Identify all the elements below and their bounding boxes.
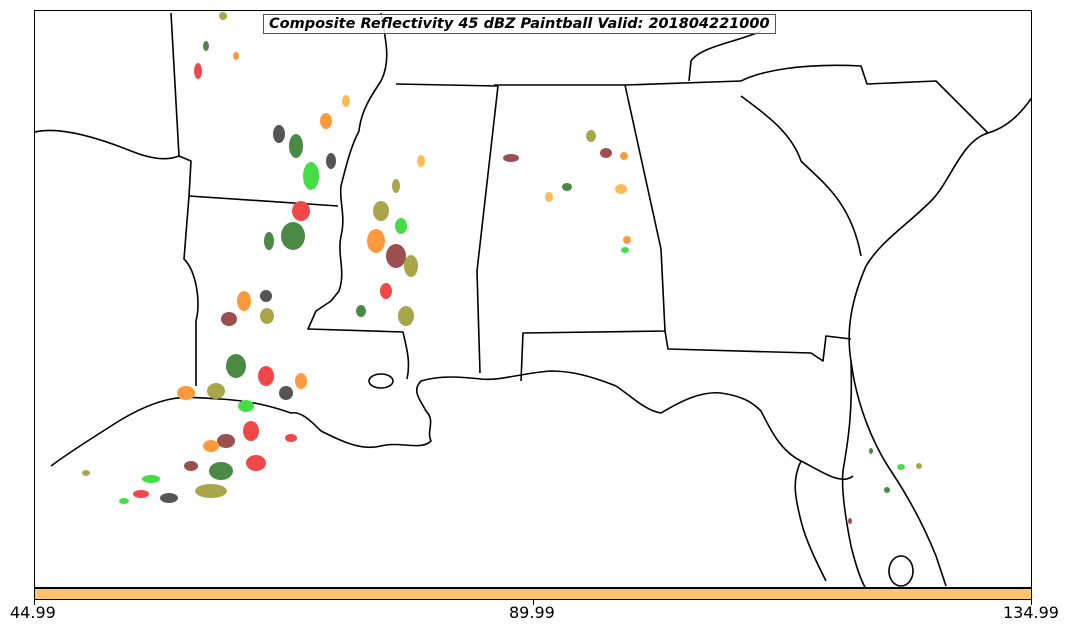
radar-echo bbox=[195, 484, 227, 498]
radar-echo bbox=[217, 434, 235, 448]
lake-pontchartrain bbox=[368, 373, 394, 389]
colorbar bbox=[34, 588, 1032, 600]
radar-echo bbox=[260, 290, 272, 302]
radar-echo bbox=[226, 354, 246, 378]
state-border-al-ga bbox=[520, 84, 666, 382]
radar-echo bbox=[258, 366, 274, 386]
state-border-ok-ar bbox=[170, 12, 192, 197]
radar-echo bbox=[246, 455, 266, 471]
map-svg bbox=[35, 12, 1031, 587]
radar-echo bbox=[615, 184, 627, 194]
radar-echo bbox=[160, 493, 178, 503]
gulf-coastline-la-tx bbox=[50, 396, 322, 467]
state-border-ar-mo bbox=[35, 129, 180, 160]
radar-echo bbox=[916, 463, 922, 469]
gulf-coastline-fl bbox=[320, 360, 866, 587]
radar-echo bbox=[392, 179, 400, 193]
radar-echo bbox=[295, 373, 307, 389]
radar-echo bbox=[184, 461, 198, 471]
lake-okeechobee bbox=[888, 555, 914, 587]
state-border-tn-al-ga bbox=[494, 80, 742, 86]
state-border-tn-north bbox=[395, 83, 499, 87]
radar-echo bbox=[869, 448, 873, 454]
map-title: Composite Reflectivity 45 dBZ Paintball … bbox=[263, 14, 776, 34]
fl-peninsula-east bbox=[794, 460, 827, 582]
colorbar-tick-mark bbox=[533, 600, 534, 605]
radar-echo bbox=[562, 183, 572, 191]
radar-echo bbox=[203, 41, 209, 51]
state-border-tx-la bbox=[183, 195, 199, 386]
colorbar-tick-mark bbox=[1031, 600, 1032, 605]
radar-echo bbox=[209, 462, 233, 480]
radar-echo bbox=[119, 498, 129, 504]
radar-echo bbox=[303, 162, 319, 190]
radar-echo bbox=[586, 130, 596, 142]
atlantic-coastline bbox=[848, 97, 1031, 587]
radar-echoes bbox=[82, 12, 922, 524]
coastline-and-borders bbox=[35, 12, 1031, 587]
radar-echo bbox=[320, 113, 332, 129]
radar-echo bbox=[380, 283, 392, 299]
radar-echo bbox=[417, 155, 425, 167]
radar-echo bbox=[404, 255, 418, 277]
mississippi-river-border bbox=[307, 12, 410, 380]
radar-echo bbox=[342, 95, 350, 107]
radar-echo bbox=[620, 152, 628, 160]
radar-echo bbox=[285, 434, 297, 442]
state-border-nc-va bbox=[688, 30, 762, 82]
radar-echo bbox=[177, 386, 195, 400]
radar-echo bbox=[386, 244, 406, 268]
radar-echo bbox=[398, 306, 414, 326]
radar-echo bbox=[848, 518, 852, 524]
colorbar-tick-mark bbox=[34, 600, 35, 605]
radar-echo bbox=[142, 475, 160, 483]
radar-echo bbox=[503, 154, 519, 162]
radar-echo bbox=[281, 222, 305, 250]
radar-echo bbox=[292, 201, 310, 221]
radar-echo bbox=[367, 229, 385, 253]
radar-echo bbox=[373, 201, 389, 221]
radar-echo bbox=[237, 291, 251, 311]
radar-echo bbox=[243, 421, 259, 441]
radar-echo bbox=[273, 125, 285, 143]
state-border-ga-sc bbox=[740, 95, 862, 257]
radar-echo bbox=[623, 236, 631, 244]
radar-echo bbox=[326, 153, 336, 169]
state-border-ms-al bbox=[476, 85, 499, 374]
radar-echo bbox=[600, 148, 612, 158]
state-border-ar-la bbox=[188, 195, 339, 207]
radar-echo bbox=[260, 308, 274, 324]
radar-echo bbox=[545, 192, 553, 202]
radar-echo bbox=[203, 440, 219, 452]
radar-echo bbox=[897, 464, 905, 470]
colorbar-tick-max: 134.99 bbox=[1003, 603, 1059, 622]
radar-echo bbox=[133, 490, 149, 498]
radar-echo bbox=[207, 383, 225, 399]
radar-echo bbox=[221, 312, 237, 326]
state-border-nc-sc bbox=[740, 64, 989, 134]
radar-echo bbox=[621, 247, 629, 253]
radar-echo bbox=[194, 63, 202, 79]
radar-echo bbox=[233, 52, 239, 60]
map-panel bbox=[34, 10, 1032, 588]
radar-echo bbox=[395, 218, 407, 234]
colorbar-tick-mid: 89.99 bbox=[509, 603, 555, 622]
radar-echo bbox=[238, 400, 254, 412]
state-border-al-fl bbox=[664, 330, 852, 362]
radar-echo bbox=[884, 487, 890, 493]
radar-echo bbox=[279, 386, 293, 400]
radar-echo bbox=[219, 12, 227, 20]
radar-echo bbox=[82, 470, 90, 476]
radar-echo bbox=[289, 134, 303, 158]
radar-echo bbox=[356, 305, 366, 317]
colorbar-tick-min: 44.99 bbox=[10, 603, 56, 622]
radar-echo bbox=[264, 232, 274, 250]
